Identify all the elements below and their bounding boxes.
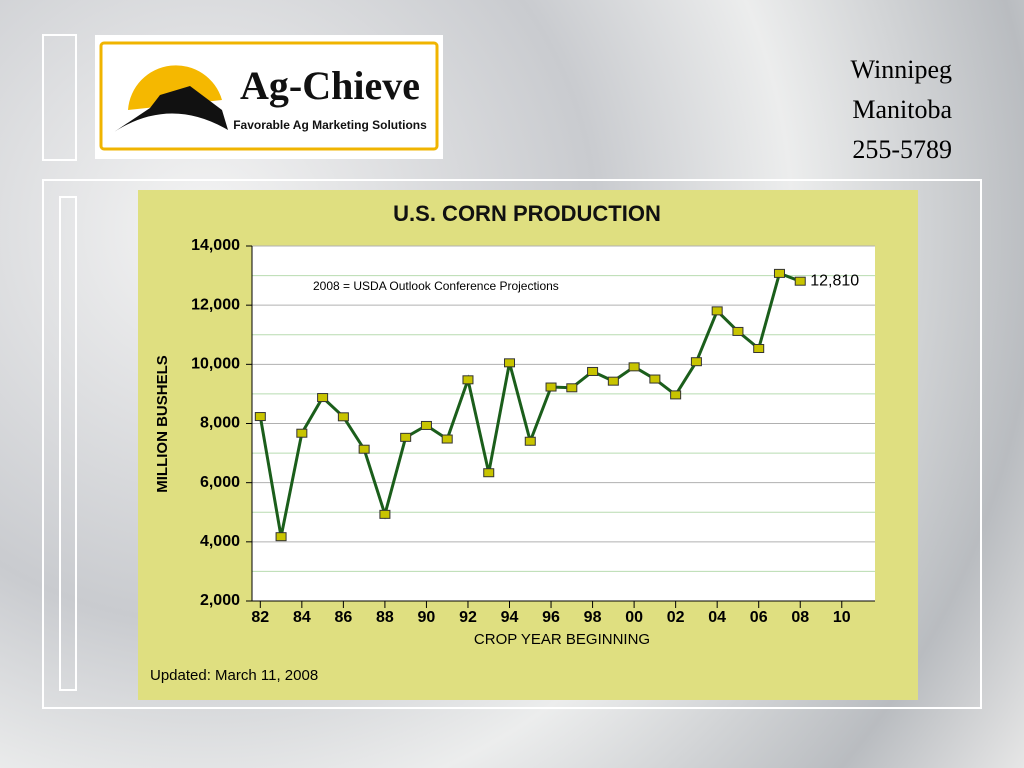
marker bbox=[358, 444, 370, 454]
annotation: 2008 = USDA Outlook Conference Projectio… bbox=[313, 279, 559, 293]
contact-line: Manitoba bbox=[852, 95, 952, 124]
marker bbox=[254, 412, 266, 422]
marker bbox=[379, 509, 391, 519]
logo-title: Ag-Chieve bbox=[240, 63, 420, 108]
footnote: Updated: March 11, 2008 bbox=[150, 667, 318, 684]
marker bbox=[337, 412, 349, 422]
frame bbox=[42, 179, 982, 709]
marker bbox=[607, 376, 619, 386]
x-tick-label: 02 bbox=[667, 609, 685, 626]
chart-title: U.S. CORN PRODUCTION bbox=[393, 201, 661, 226]
value-label: 12,810 bbox=[810, 272, 859, 289]
y-tick-label: 2,000 bbox=[200, 592, 240, 609]
marker bbox=[753, 344, 765, 354]
x-tick-label: 98 bbox=[584, 609, 602, 626]
marker bbox=[483, 468, 495, 478]
logo-subtitle: Favorable Ag Marketing Solutions bbox=[233, 118, 427, 132]
x-tick-label: 82 bbox=[251, 609, 269, 626]
marker bbox=[545, 382, 557, 392]
x-axis-label: CROP YEAR BEGINNING bbox=[474, 631, 650, 648]
y-tick-label: 8,000 bbox=[200, 415, 240, 432]
marker bbox=[773, 268, 785, 278]
marker bbox=[296, 428, 308, 438]
marker bbox=[711, 306, 723, 316]
x-tick-label: 06 bbox=[750, 609, 768, 626]
marker bbox=[400, 432, 412, 442]
contact-line: Winnipeg bbox=[851, 55, 953, 84]
x-tick-label: 92 bbox=[459, 609, 477, 626]
marker bbox=[690, 357, 702, 367]
y-tick-label: 12,000 bbox=[191, 296, 240, 313]
marker bbox=[317, 393, 329, 403]
marker bbox=[462, 375, 474, 385]
x-tick-label: 86 bbox=[334, 609, 352, 626]
marker bbox=[628, 362, 640, 372]
marker bbox=[649, 374, 661, 384]
y-axis-label: MILLION BUSHELS bbox=[154, 355, 171, 493]
x-tick-label: 10 bbox=[833, 609, 851, 626]
x-tick-label: 08 bbox=[791, 609, 809, 626]
x-tick-label: 96 bbox=[542, 609, 560, 626]
y-tick-label: 10,000 bbox=[191, 356, 240, 373]
marker bbox=[420, 420, 432, 430]
marker bbox=[732, 326, 744, 336]
marker bbox=[587, 366, 599, 376]
frame bbox=[59, 196, 77, 691]
x-tick-label: 94 bbox=[501, 609, 519, 626]
y-tick-label: 14,000 bbox=[191, 237, 240, 254]
x-tick-label: 90 bbox=[418, 609, 436, 626]
logo-border bbox=[99, 41, 439, 151]
marker bbox=[524, 436, 536, 446]
marker bbox=[670, 390, 682, 400]
marker bbox=[504, 358, 516, 368]
y-tick-label: 6,000 bbox=[200, 474, 240, 491]
logo-barn bbox=[114, 86, 228, 132]
x-tick-label: 84 bbox=[293, 609, 311, 626]
contact-line: 255-5789 bbox=[852, 135, 952, 164]
marker bbox=[794, 276, 806, 286]
marker bbox=[566, 383, 578, 393]
frame bbox=[42, 34, 77, 161]
marker bbox=[441, 434, 453, 444]
y-tick-label: 4,000 bbox=[200, 533, 240, 550]
marker bbox=[275, 532, 287, 542]
x-tick-label: 04 bbox=[708, 609, 726, 626]
x-tick-label: 88 bbox=[376, 609, 394, 626]
x-tick-label: 00 bbox=[625, 609, 643, 626]
